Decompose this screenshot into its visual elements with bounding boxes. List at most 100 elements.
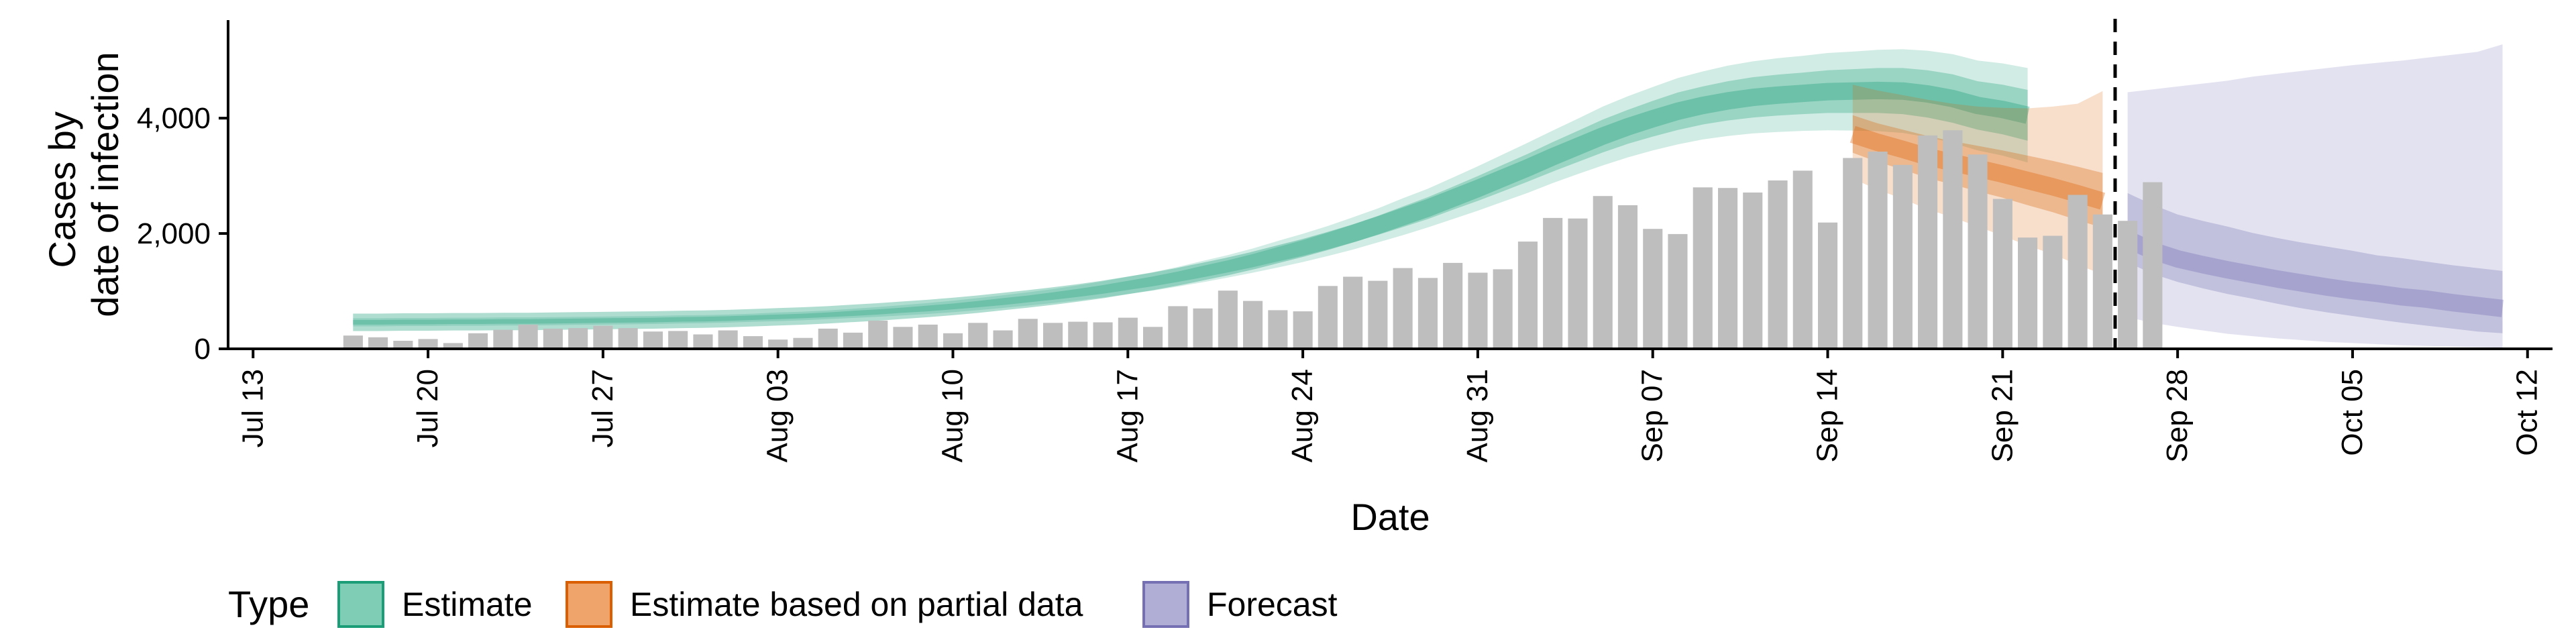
legend-swatch [1142, 581, 1189, 628]
axes: 0 2,000 4,000 Jul 13 Jul 20 Jul 27 Aug 03 Aug … [137, 20, 2553, 462]
legend: Type Estimate Estimate based on partial d… [228, 581, 1338, 628]
case-bar [1417, 278, 1438, 349]
case-bar [1343, 276, 1363, 349]
case-bar [2092, 214, 2112, 349]
x-tick-label: Sep 28 [2161, 369, 2194, 462]
case-bar [1118, 317, 1138, 349]
case-bar [1843, 158, 1863, 349]
case-bar [1992, 199, 2012, 349]
case-bar [1393, 268, 1413, 349]
case-bar [2043, 235, 2063, 349]
case-bar [1718, 188, 1738, 349]
case-bar [1668, 233, 1688, 349]
case-bar [893, 327, 913, 349]
estimate-inner-band [353, 68, 2028, 325]
legend-label: Estimate based on partial data [630, 586, 1083, 623]
case-bar [1792, 170, 1813, 349]
case-bar [1293, 311, 1313, 349]
x-tick-label: Aug 24 [1286, 369, 1319, 462]
y-tick-label: 0 [195, 333, 211, 366]
estimate-median-line [353, 81, 2030, 331]
case-bar [1068, 321, 1088, 349]
y-tick-label: 2,000 [137, 217, 211, 250]
case-bar [568, 328, 588, 349]
x-axis-title: Date [1350, 496, 1430, 538]
case-bar [1768, 180, 1788, 349]
x-tick-label: Jul 13 [236, 369, 269, 447]
case-bar [993, 330, 1013, 349]
x-tick-label: Oct 12 [2511, 369, 2544, 456]
case-bar [1443, 262, 1463, 349]
case-bar [1468, 272, 1488, 349]
case-bar [643, 331, 663, 349]
x-tick-label: Aug 03 [761, 369, 794, 462]
case-bar [1593, 196, 1613, 349]
x-tick-label: Jul 27 [586, 369, 619, 447]
case-bar [543, 328, 563, 349]
case-bar [1517, 241, 1538, 349]
plot-area [343, 19, 2504, 350]
case-bar [2018, 237, 2038, 349]
y-axis-title-line-1: Cases by [41, 111, 83, 268]
y-axis-title: Cases by date of infection [41, 52, 126, 317]
case-bar [593, 325, 613, 349]
legend-swatch [337, 581, 384, 628]
case-bar [1493, 269, 1513, 349]
case-bar [743, 336, 763, 349]
case-bar [1868, 152, 1888, 349]
y-tick-label: 4,000 [137, 102, 211, 135]
case-bar [393, 341, 413, 349]
case-bar [1643, 229, 1663, 349]
case-bar [943, 333, 963, 349]
case-bar [1168, 306, 1188, 349]
legend-label: Forecast [1207, 586, 1338, 623]
estimate-outer-band [353, 49, 2028, 327]
case-bar [668, 331, 688, 349]
case-bar [1368, 280, 1388, 349]
case-bar [418, 339, 438, 349]
forecast-inner-band [2127, 193, 2503, 333]
legend-label: Estimate [402, 586, 533, 623]
case-bar [793, 337, 813, 349]
x-tick-label: Sep 14 [1811, 369, 1844, 462]
case-bar [1617, 205, 1638, 349]
x-axis-ticks: Jul 13 Jul 20 Jul 27 Aug 03 Aug 10 Aug 17 Aug … [236, 349, 2544, 462]
case-bar [1743, 193, 1763, 349]
case-bar [468, 333, 488, 349]
case-bar [818, 328, 838, 349]
case-bar [843, 332, 863, 349]
case-bar [1968, 154, 1988, 350]
reported-case-bars [343, 130, 2163, 350]
case-bar [1218, 290, 1238, 349]
case-bar [1318, 286, 1338, 349]
case-bar [1568, 218, 1588, 349]
legend-items: Estimate Estimate based on partial data Fo… [337, 581, 1338, 628]
y-axis-ticks: 0 2,000 4,000 [137, 102, 228, 366]
x-tick-label: Aug 17 [1111, 369, 1144, 462]
case-bar [1143, 327, 1163, 349]
case-bar [2118, 221, 2138, 349]
case-bar [868, 320, 888, 349]
case-bar [1918, 135, 1938, 349]
case-bar [518, 324, 538, 349]
case-bar [618, 328, 638, 349]
case-bar [1818, 222, 1838, 349]
case-bar [1018, 319, 1038, 349]
case-bar [2143, 182, 2163, 349]
case-bar [1693, 187, 1713, 349]
case-bar [1243, 301, 1263, 349]
forecast-outer-band [2127, 44, 2503, 348]
case-bar [443, 343, 463, 349]
x-tick-label: Jul 20 [411, 369, 444, 447]
uncertainty-bands [353, 44, 2504, 348]
y-axis-title-line-2: date of infection [84, 52, 126, 317]
x-tick-label: Sep 21 [1986, 369, 2019, 462]
case-bar [1193, 308, 1213, 349]
case-bar [1943, 130, 1963, 349]
x-tick-label: Sep 07 [1636, 369, 1669, 462]
case-bar [1043, 323, 1063, 349]
case-bar [493, 329, 513, 349]
case-bar [1892, 164, 1913, 350]
case-bar [2068, 195, 2088, 349]
